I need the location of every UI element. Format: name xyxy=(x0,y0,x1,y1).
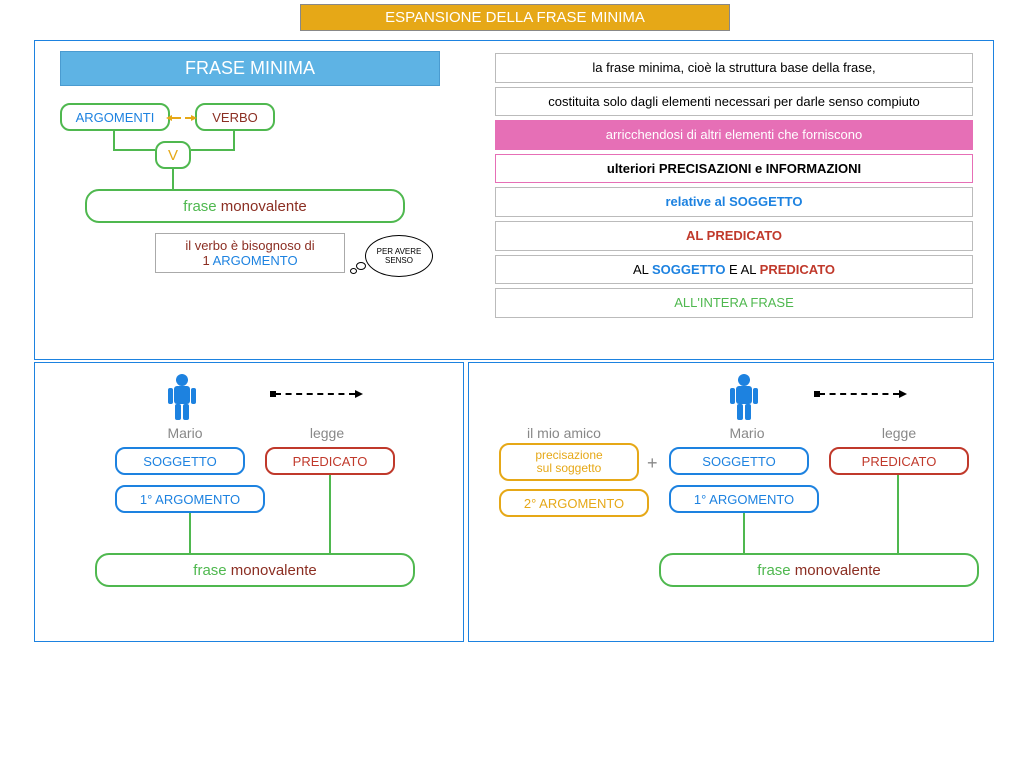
text: monovalente xyxy=(227,562,317,579)
info-list: la frase minima, cioè la struttura base … xyxy=(495,53,973,322)
connector xyxy=(172,169,174,189)
label-legge: legge xyxy=(869,425,929,441)
text: il verbo è bisognoso di xyxy=(162,238,338,253)
text: monovalente xyxy=(791,562,881,579)
info-row: AL PREDICATO xyxy=(495,221,973,251)
pill-soggetto: SOGGETTO xyxy=(115,447,245,475)
connector xyxy=(743,513,745,553)
text: 1 xyxy=(202,253,209,268)
pill-precisazione: precisazione sul soggetto xyxy=(499,443,639,481)
box-verbo-bisognoso: il verbo è bisognoso di 1 ARGOMENTO xyxy=(155,233,345,273)
pill-frase-monovalente-bl: frase monovalente xyxy=(95,553,415,587)
connector xyxy=(189,513,191,553)
pill-v: V xyxy=(155,141,191,169)
info-row: ALL'INTERA FRASE xyxy=(495,288,973,318)
text-frase: frase xyxy=(183,198,216,215)
arrow-arg-verbo-l xyxy=(172,117,175,119)
label-mario: Mario xyxy=(155,425,215,441)
pill-predicato: PREDICATO xyxy=(829,447,969,475)
pill-soggetto: SOGGETTO xyxy=(669,447,809,475)
pill-1-argomento: 1° ARGOMENTO xyxy=(115,485,265,513)
info-row: ulteriori PRECISAZIONI e INFORMAZIONI xyxy=(495,154,973,184)
pill-frase-monovalente-br: frase monovalente xyxy=(659,553,979,587)
text: sul soggetto xyxy=(537,462,602,475)
pill-predicato: PREDICATO xyxy=(265,447,395,475)
connector xyxy=(113,149,155,151)
pill-argomenti: ARGOMENTI xyxy=(60,103,170,131)
connector xyxy=(113,131,115,149)
text: frase xyxy=(193,562,226,579)
connector xyxy=(191,149,235,151)
text-monovalente: monovalente xyxy=(217,198,307,215)
pill-verbo: VERBO xyxy=(195,103,275,131)
dash-arrow xyxy=(819,393,899,395)
pill-2-argomento: 2° ARGOMENTO xyxy=(499,489,649,517)
dash-arrow xyxy=(275,393,355,395)
speech-bubble: PER AVERE SENSO xyxy=(365,235,433,277)
connector xyxy=(329,475,331,553)
info-row: AL SOGGETTO E AL PREDICATO xyxy=(495,255,973,285)
connector xyxy=(897,475,899,553)
person-icon xyxy=(165,373,199,421)
frase-minima-banner: FRASE MINIMA xyxy=(60,51,440,86)
info-row: arricchendosi di altri elementi che forn… xyxy=(495,120,973,150)
plus-sign: + xyxy=(647,453,658,474)
top-panel: FRASE MINIMA ARGOMENTI VERBO V frase mon… xyxy=(34,40,994,360)
person-icon xyxy=(727,373,761,421)
bottom-right-panel: il mio amico Mario legge precisazione su… xyxy=(468,362,994,642)
label-amico: il mio amico xyxy=(509,425,619,441)
arrow-arg-verbo-r xyxy=(175,117,191,119)
pill-frase-monovalente-top: frase monovalente xyxy=(85,189,405,223)
info-row: relative al SOGGETTO xyxy=(495,187,973,217)
label-mario: Mario xyxy=(717,425,777,441)
pill-1-argomento: 1° ARGOMENTO xyxy=(669,485,819,513)
text: frase xyxy=(757,562,790,579)
info-row: la frase minima, cioè la struttura base … xyxy=(495,53,973,83)
info-row: costituita solo dagli elementi necessari… xyxy=(495,87,973,117)
text: ARGOMENTO xyxy=(210,253,298,268)
page-title: ESPANSIONE DELLA FRASE MINIMA xyxy=(300,4,730,31)
connector xyxy=(233,131,235,149)
bottom-left-panel: Mario legge SOGGETTO PREDICATO 1° ARGOME… xyxy=(34,362,464,642)
label-legge: legge xyxy=(297,425,357,441)
